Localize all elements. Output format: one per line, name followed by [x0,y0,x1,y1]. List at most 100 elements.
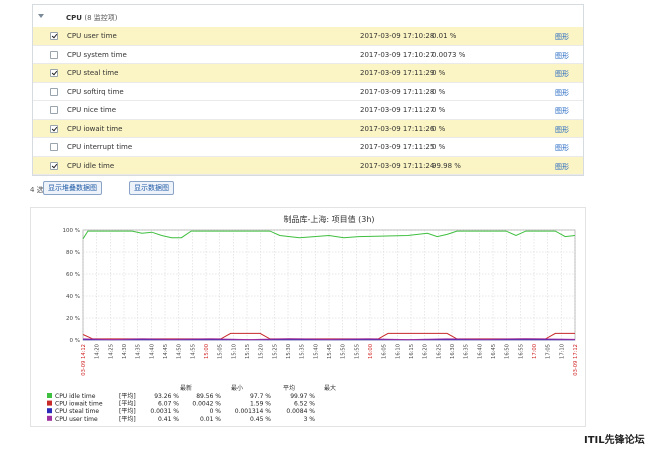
y-tick-label: 60 % [66,272,80,278]
row-checkbox[interactable] [50,69,58,77]
show-stacked-graph-button[interactable]: 显示堆叠数据图 [43,181,102,195]
legend-avg-value: 97.7 % [250,393,271,400]
x-tick-label: 16:45 [491,344,497,359]
legend-name: CPU user time [55,416,98,423]
item-row[interactable]: CPU steal time 2017-03-09 17:11:29 0 % 图形 [33,64,583,83]
graph-panel: 制品库-上海: 项目值 (3h) 03-09 14:12 14:20 14:25 14:… [30,207,586,427]
y-tick-label: 100 % [63,228,80,234]
legend-header: 最小 [231,384,243,392]
x-tick-label: 15:50 [341,344,347,359]
legend-swatch [47,415,52,421]
series-line-cpu-idle-time [82,230,576,240]
item-last-value: 99.98 % [432,161,461,170]
item-last-check: 2017-03-09 17:10:27 [360,50,435,59]
item-last-value: 0 % [432,124,446,133]
item-last-value: 0 % [432,143,446,151]
legend-name: CPU steal time [55,408,99,415]
item-last-check: 2017-03-09 17:11:29 [360,69,435,77]
item-last-value: 0 % [432,106,446,114]
x-tick-label: 14:40 [149,344,155,359]
collapse-arrow-icon[interactable] [38,14,44,18]
item-last-value: 0 % [432,69,446,77]
item-last-check: 2017-03-09 17:11:28 [360,87,435,96]
items-panel: CPU (8 监控项) CPU user time 2017-03-09 17:1… [32,4,584,176]
x-tick-label: 16:15 [409,344,415,359]
graph-link[interactable]: 图形 [555,125,569,134]
legend-avg-value: 0.001314 % [235,408,272,415]
item-row[interactable]: CPU iowait time 2017-03-09 17:11:26 0 % 图形 [33,119,583,138]
x-tick-label: 15:25 [272,344,278,359]
row-checkbox[interactable] [50,87,58,96]
item-row[interactable]: CPU idle time 2017-03-09 17:11:24 99.98 % 图… [33,156,583,175]
legend-swatch [47,408,52,414]
x-tick-label: 16:20 [423,344,429,359]
legend-min-value: 0.01 % [200,416,221,423]
graph-link[interactable]: 图形 [555,107,569,115]
item-row[interactable]: CPU softirq time 2017-03-09 17:11:28 0 % 图形 [33,82,583,101]
row-checkbox[interactable] [50,161,58,170]
legend-last-value: 0.41 % [158,416,179,423]
item-last-check: 2017-03-09 17:11:27 [360,106,435,114]
graph-link[interactable]: 图形 [555,70,569,78]
x-tick-label: 14:55 [190,344,196,359]
legend-max-value: 0.0084 % [286,408,315,415]
legend-swatch [47,393,52,398]
graph-link[interactable]: 图形 [555,162,569,171]
item-last-check: 2017-03-09 17:11:24 [360,161,435,170]
legend-func: [平均] [119,415,136,423]
item-last-value: 0.01 % [432,32,457,40]
legend-header: 最新 [180,384,192,392]
x-tick-label: 14:35 [136,344,142,359]
item-row[interactable]: CPU user time 2017-03-09 17:10:28 0.01 % 图形 [33,27,583,46]
legend-avg-value: 1.59 % [250,401,271,408]
item-last-value: 0 % [432,87,446,96]
graph-link[interactable]: 图形 [555,88,569,97]
graph-link[interactable]: 图形 [555,33,569,41]
group-header[interactable]: CPU (8 监控项) [33,9,583,27]
legend-last-value: 0.0031 % [150,408,179,415]
legend-avg-value: 0.45 % [250,416,271,423]
x-tick-label: 15:55 [354,344,360,359]
legend-name: CPU idle time [55,393,96,400]
y-tick-label: 0 % [70,338,80,344]
x-tick-label: 14:20 [95,344,101,359]
legend-swatch [47,400,52,406]
item-row[interactable]: CPU nice time 2017-03-09 17:11:27 0 % 图形 [33,101,583,120]
item-row[interactable]: CPU system time 2017-03-09 17:10:27 0.0073… [33,45,583,64]
chart-title: 制品库-上海: 项目值 (3h) [283,214,374,224]
y-tick-label: 20 % [66,316,80,322]
row-checkbox[interactable] [50,106,58,114]
row-checkbox[interactable] [50,32,58,40]
x-tick-label: 16:05 [382,344,388,359]
group-count: (8 监控项) [84,14,118,22]
graph-link[interactable]: 图形 [555,51,569,60]
item-name: CPU idle time [67,161,115,170]
show-graph-button[interactable]: 显示数据图 [129,181,174,195]
legend-max-value: 6.52 % [294,401,315,408]
row-checkbox[interactable] [50,50,58,59]
x-tick-label: 16:50 [505,344,511,359]
item-last-value: 0.0073 % [432,50,466,59]
item-name: CPU steal time [67,69,119,77]
item-row[interactable]: CPU interrupt time 2017-03-09 17:11:25 0 %… [33,138,583,157]
x-tick-label: 15:00 [204,344,210,359]
group-title: CPU (8 监控项) [66,14,118,22]
x-tick-label: 15:35 [300,344,306,359]
legend-min-value: 0.0042 % [192,401,221,408]
x-tick-label: 14:50 [177,344,183,359]
x-tick-label: 03-09 17:12 [573,344,579,376]
legend-func: [平均] [119,407,136,415]
item-name: CPU user time [67,32,117,40]
item-name: CPU nice time [67,106,117,114]
x-tick-label: 03-09 14:12 [81,344,87,376]
row-checkbox[interactable] [50,124,58,133]
row-checkbox[interactable] [50,143,58,151]
legend-max-value: 99.97 % [290,393,315,400]
x-tick-label: 14:30 [122,344,128,359]
graph-link[interactable]: 图形 [555,144,569,152]
x-tick-label: 15:15 [245,344,251,359]
item-name: CPU softirq time [67,87,124,96]
y-tick-label: 80 % [66,250,80,256]
item-name: CPU system time [67,50,127,59]
x-tick-label: 16:40 [477,344,483,359]
